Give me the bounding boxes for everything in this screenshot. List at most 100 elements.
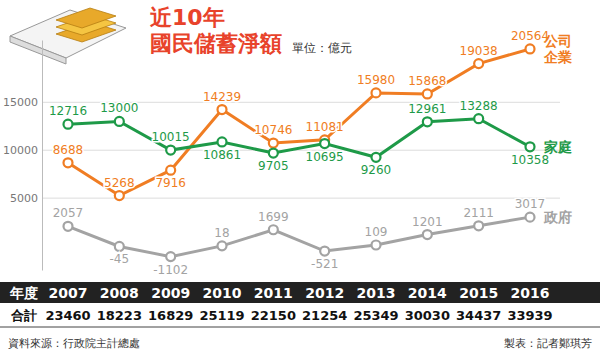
year-label: 2008 [100, 285, 139, 301]
y-tick-label: 10000 [3, 144, 38, 157]
data-label: 13288 [460, 99, 498, 113]
data-label: 3017 [515, 197, 546, 211]
point [218, 241, 227, 250]
table: 年度20072008200920102011201220132014201520… [0, 282, 600, 327]
point [423, 89, 432, 98]
year-label: 2010 [203, 285, 242, 301]
data-label: 9260 [361, 163, 392, 177]
data-label: 10015 [152, 130, 190, 144]
data-label: 2057 [53, 206, 84, 220]
total-value: 34437 [456, 308, 501, 323]
data-label: 1699 [258, 210, 289, 224]
point [423, 230, 432, 239]
icon [10, 8, 126, 64]
series-label: 政府 [543, 209, 572, 225]
table-header-label: 年度 [9, 285, 38, 301]
series-line [68, 119, 530, 158]
data-label: 1201 [412, 215, 443, 229]
plot-marks [64, 44, 535, 261]
data-label: 2111 [463, 206, 494, 220]
point [372, 153, 381, 162]
data-label: 10358 [511, 153, 549, 167]
point [115, 191, 124, 200]
point [166, 166, 175, 175]
point [269, 225, 278, 234]
point [64, 158, 73, 167]
y-axis: 5000 10000 15000 [3, 41, 43, 271]
year-label: 2015 [459, 285, 498, 301]
point [166, 252, 175, 261]
data-label: -1102 [153, 263, 188, 277]
data-label: 10861 [203, 148, 241, 162]
total-value: 30030 [405, 308, 450, 323]
data-label: 15980 [357, 73, 395, 87]
data-label: 15868 [408, 74, 446, 88]
point [64, 120, 73, 129]
y-tick-label: 15000 [3, 96, 38, 109]
series-line [68, 49, 530, 196]
chart: 近10年國民儲蓄淨額單位：億元5000100001500086885268791… [0, 0, 600, 361]
point [423, 117, 432, 126]
point [372, 240, 381, 249]
point [320, 247, 329, 256]
data-label: 12961 [408, 102, 446, 116]
grid [42, 102, 560, 198]
total-value: 33939 [507, 308, 552, 323]
point [269, 149, 278, 158]
data-label: 7916 [155, 176, 186, 190]
total-value: 18223 [97, 308, 142, 323]
point [115, 117, 124, 126]
data-label: 18 [214, 226, 229, 240]
y-tick: 10000 [3, 144, 42, 157]
total-value: 21254 [302, 308, 347, 323]
data-label: 10746 [254, 123, 292, 137]
year-label: 2012 [305, 285, 344, 301]
y-tick-label: 5000 [10, 192, 38, 205]
total-value: 22150 [251, 308, 296, 323]
point [474, 59, 483, 68]
grid-line [42, 150, 560, 151]
point [372, 88, 381, 97]
point [526, 142, 535, 151]
point [474, 221, 483, 230]
point [320, 139, 329, 148]
totals-label: 合計 [10, 308, 37, 323]
data-label: 10695 [306, 150, 344, 164]
total-value: 25119 [199, 308, 244, 323]
total-value: 16829 [148, 308, 193, 323]
data-label: 14239 [203, 90, 241, 104]
credit: 製表：記者鄭琪芳 [504, 337, 592, 350]
series-label: 家庭 [543, 139, 572, 155]
series-line [68, 217, 530, 256]
year-label: 2009 [151, 285, 190, 301]
point [269, 139, 278, 148]
point [218, 105, 227, 114]
data-label: -45 [110, 252, 130, 266]
source: 資料來源：行政院主計總處 [8, 337, 140, 350]
point [526, 44, 535, 53]
data-label: 109 [365, 225, 388, 239]
title: 近10年 [149, 5, 225, 30]
table-header-band [0, 282, 600, 303]
year-label: 2013 [357, 285, 396, 301]
icon-sheet-edge [10, 36, 66, 64]
series-label: 公司企業 [543, 33, 572, 65]
data-label: 8688 [53, 143, 84, 157]
data-label: 19038 [460, 44, 498, 58]
year-label: 2007 [49, 285, 88, 301]
point [526, 213, 535, 222]
point [474, 114, 483, 123]
total-value: 23460 [45, 308, 90, 323]
point [64, 222, 73, 231]
point [218, 137, 227, 146]
data-label: -521 [311, 257, 338, 271]
subtitle: 國民儲蓄淨額 [150, 31, 282, 56]
y-tick: 5000 [10, 192, 42, 205]
year-label: 2016 [511, 285, 550, 301]
data-label: 5268 [104, 176, 135, 190]
data-label: 9705 [258, 159, 289, 173]
data-label: 11081 [306, 120, 344, 134]
table-rule [0, 327, 600, 328]
data-labels: 8688 5268 7916 14239 10746 11081 15980 15868 190… [49, 29, 549, 277]
point [166, 146, 175, 155]
